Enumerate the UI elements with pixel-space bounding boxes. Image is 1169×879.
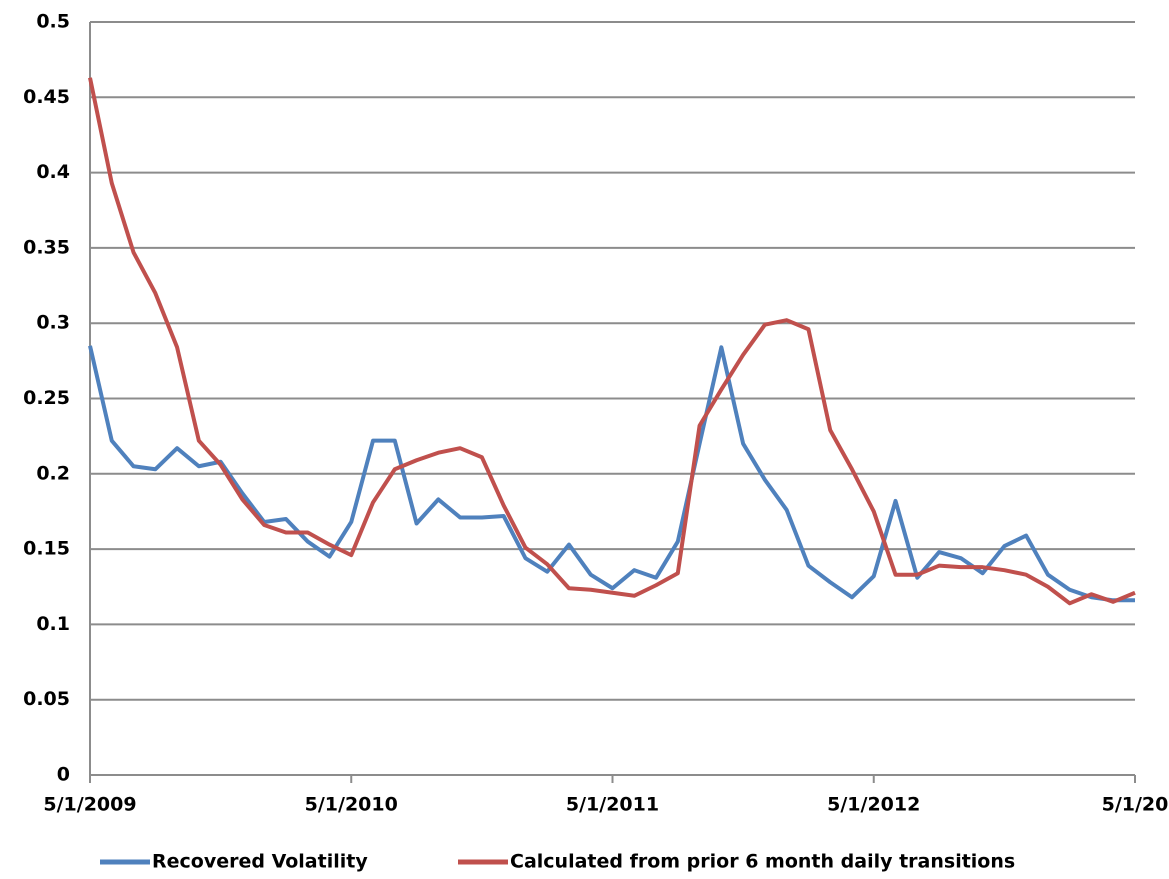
y-tick-label: 0 [57, 764, 70, 786]
y-tick-label: 0.3 [36, 312, 70, 334]
x-tick-label: 5/1/20 [1102, 794, 1169, 816]
y-tick-label: 0.25 [23, 387, 70, 409]
x-tick-label: 5/1/2010 [305, 794, 398, 816]
y-tick-label: 0.1 [36, 613, 70, 635]
x-tick-label: 5/1/2009 [43, 794, 136, 816]
y-tick-label: 0.35 [23, 236, 70, 258]
x-tick-label: 5/1/2012 [827, 794, 920, 816]
y-tick-label: 0.05 [23, 688, 70, 710]
y-tick-label: 0.45 [23, 86, 70, 108]
y-tick-label: 0.4 [36, 161, 70, 183]
legend-label: Recovered Volatility [152, 851, 368, 873]
series-line [88, 77, 1136, 606]
x-tick-label: 5/1/2011 [566, 794, 659, 816]
legend-label: Calculated from prior 6 month daily tran… [510, 851, 1015, 873]
y-tick-label: 0.5 [36, 11, 70, 33]
y-tick-label: 0.15 [23, 538, 70, 560]
y-tick-label: 0.2 [36, 462, 70, 484]
